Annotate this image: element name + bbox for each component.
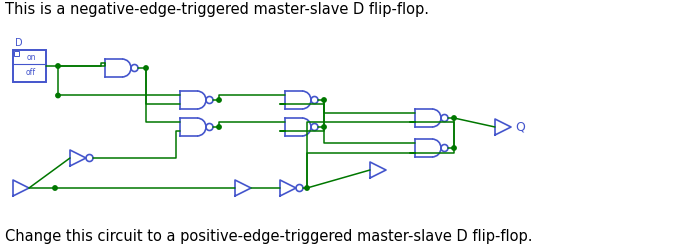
Circle shape — [217, 98, 221, 102]
Text: Change this circuit to a positive-edge-triggered master-slave D flip-flop.: Change this circuit to a positive-edge-t… — [5, 229, 533, 244]
Text: D: D — [15, 38, 22, 48]
Text: on: on — [27, 53, 36, 62]
Text: off: off — [26, 68, 36, 77]
Circle shape — [52, 186, 57, 190]
Circle shape — [452, 146, 456, 150]
Circle shape — [56, 93, 60, 98]
Circle shape — [144, 66, 148, 70]
Bar — [13, 50, 46, 82]
Circle shape — [452, 116, 456, 120]
Circle shape — [322, 98, 326, 102]
Text: This is a negative-edge-triggered master-slave D flip-flop.: This is a negative-edge-triggered master… — [5, 2, 429, 17]
Circle shape — [56, 64, 60, 68]
Circle shape — [217, 125, 221, 129]
Circle shape — [322, 125, 326, 129]
Bar — [14, 51, 19, 56]
Text: Q: Q — [515, 121, 525, 133]
Circle shape — [304, 186, 309, 190]
